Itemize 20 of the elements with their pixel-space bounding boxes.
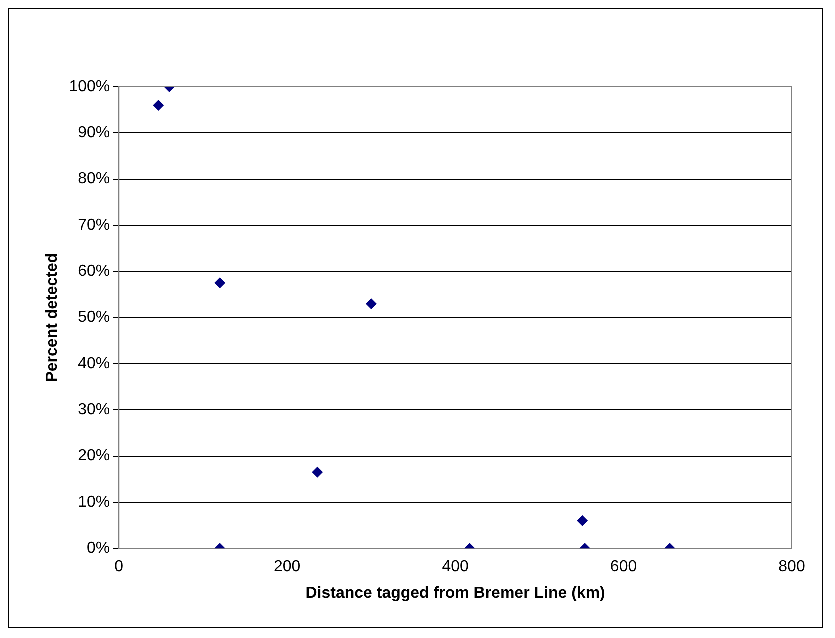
x-tick-label: 600 xyxy=(610,558,638,576)
y-tick-label: 40% xyxy=(78,355,110,372)
y-tick-label: 20% xyxy=(78,448,110,465)
y-tick-label: 30% xyxy=(78,402,110,419)
x-axis-title: Distance tagged from Bremer Line (km) xyxy=(306,584,606,602)
y-tick-label: 50% xyxy=(78,309,110,326)
point xyxy=(366,298,377,310)
y-tick-label: 70% xyxy=(78,216,110,234)
x-tick-label: 200 xyxy=(274,558,301,576)
y-tick-label: 60% xyxy=(78,263,110,280)
y-tick-label: 80% xyxy=(78,170,110,188)
y-tick-label: 90% xyxy=(78,124,110,142)
y-tick-label: 100% xyxy=(69,78,110,96)
y-axis-title: Percent detected xyxy=(44,253,62,382)
x-tick-label: 0 xyxy=(114,558,124,576)
x-tick-label: 800 xyxy=(778,558,806,576)
y-tick-label: 0% xyxy=(86,540,110,558)
x-tick-label: 400 xyxy=(442,558,470,576)
y-tick-label: 10% xyxy=(78,494,110,511)
point xyxy=(214,278,226,289)
